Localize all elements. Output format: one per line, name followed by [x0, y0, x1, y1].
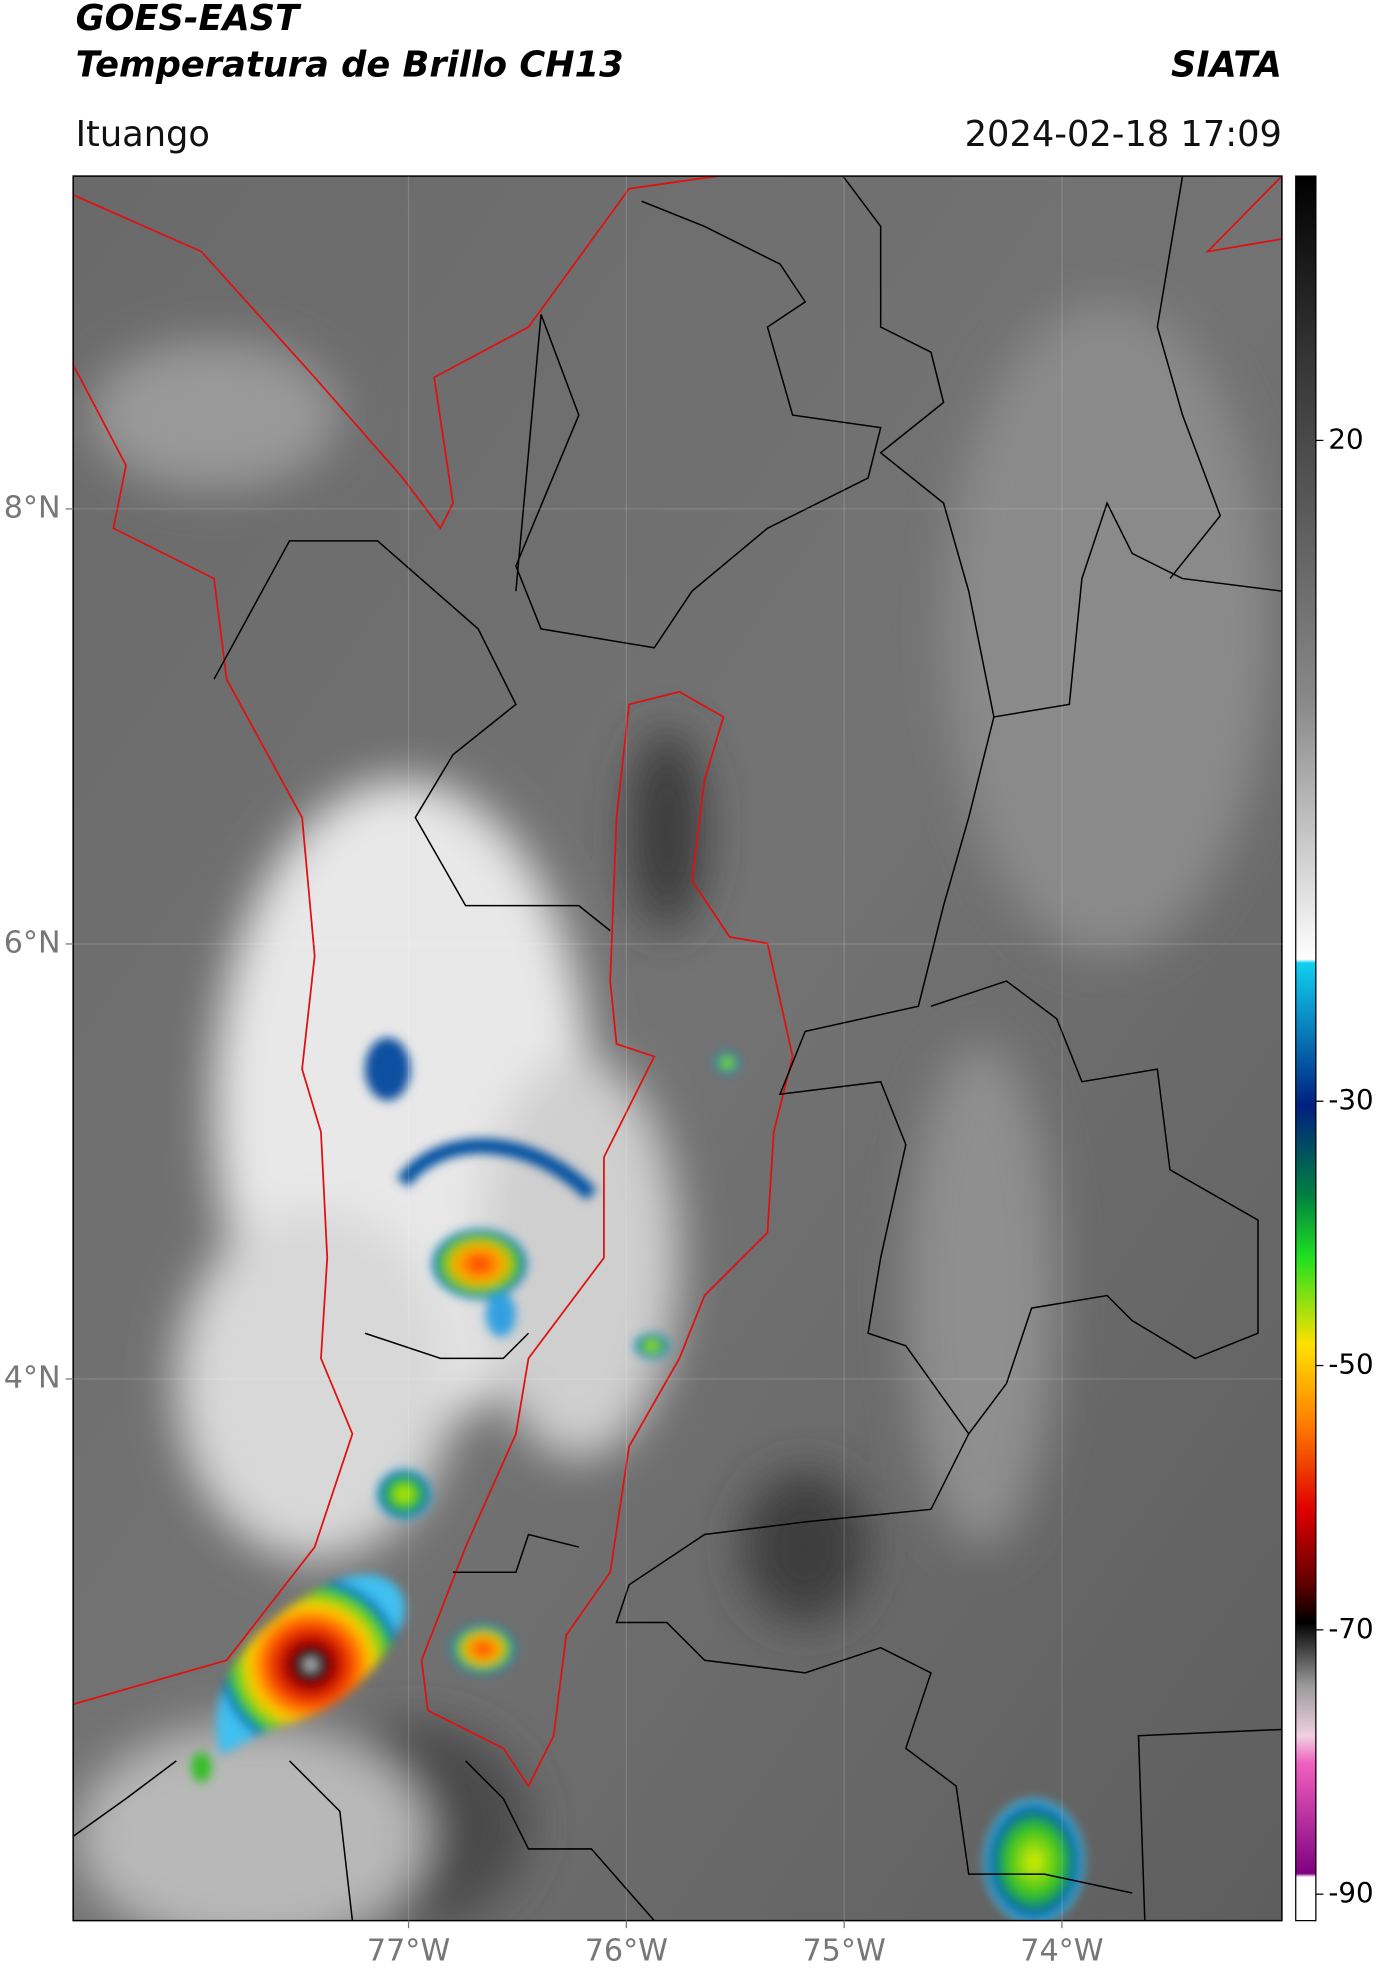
colorbar-tick-label: -50: [1328, 1348, 1373, 1381]
datetime: 2024-02-18 17:09: [965, 114, 1282, 155]
colorbar-tick-label: -70: [1328, 1612, 1373, 1645]
colorbar-tick-label: -90: [1328, 1876, 1373, 1909]
lat-tick-label: 6°N: [4, 925, 61, 960]
title: GOES-EAST: [76, 0, 302, 39]
lon-tick-label: 74°W: [1020, 1934, 1103, 1969]
lon-tick-label: 76°W: [585, 1934, 668, 1969]
location: Ituango: [76, 114, 210, 155]
subtitle: Temperatura de Brillo CH13: [76, 45, 624, 86]
graticule: [73, 176, 1282, 1921]
source: SIATA: [1171, 45, 1282, 86]
colorbar: [1295, 175, 1317, 1922]
colorbar-tick-label: -30: [1328, 1083, 1373, 1116]
map-image: [73, 176, 1282, 1921]
colorbar-tick-label: 20: [1328, 422, 1363, 455]
map-frame: [72, 175, 1283, 1922]
lat-tick-label: 4°N: [4, 1360, 61, 1395]
ticks: 8°N 6°N 4°N 77°W 76°W 75°W 74°W 20 -30 -50 -70 -90: [4, 422, 1374, 1968]
lat-tick-label: 8°N: [4, 490, 61, 525]
lon-tick-label: 75°W: [802, 1934, 885, 1969]
lon-tick-label: 77°W: [367, 1934, 450, 1969]
